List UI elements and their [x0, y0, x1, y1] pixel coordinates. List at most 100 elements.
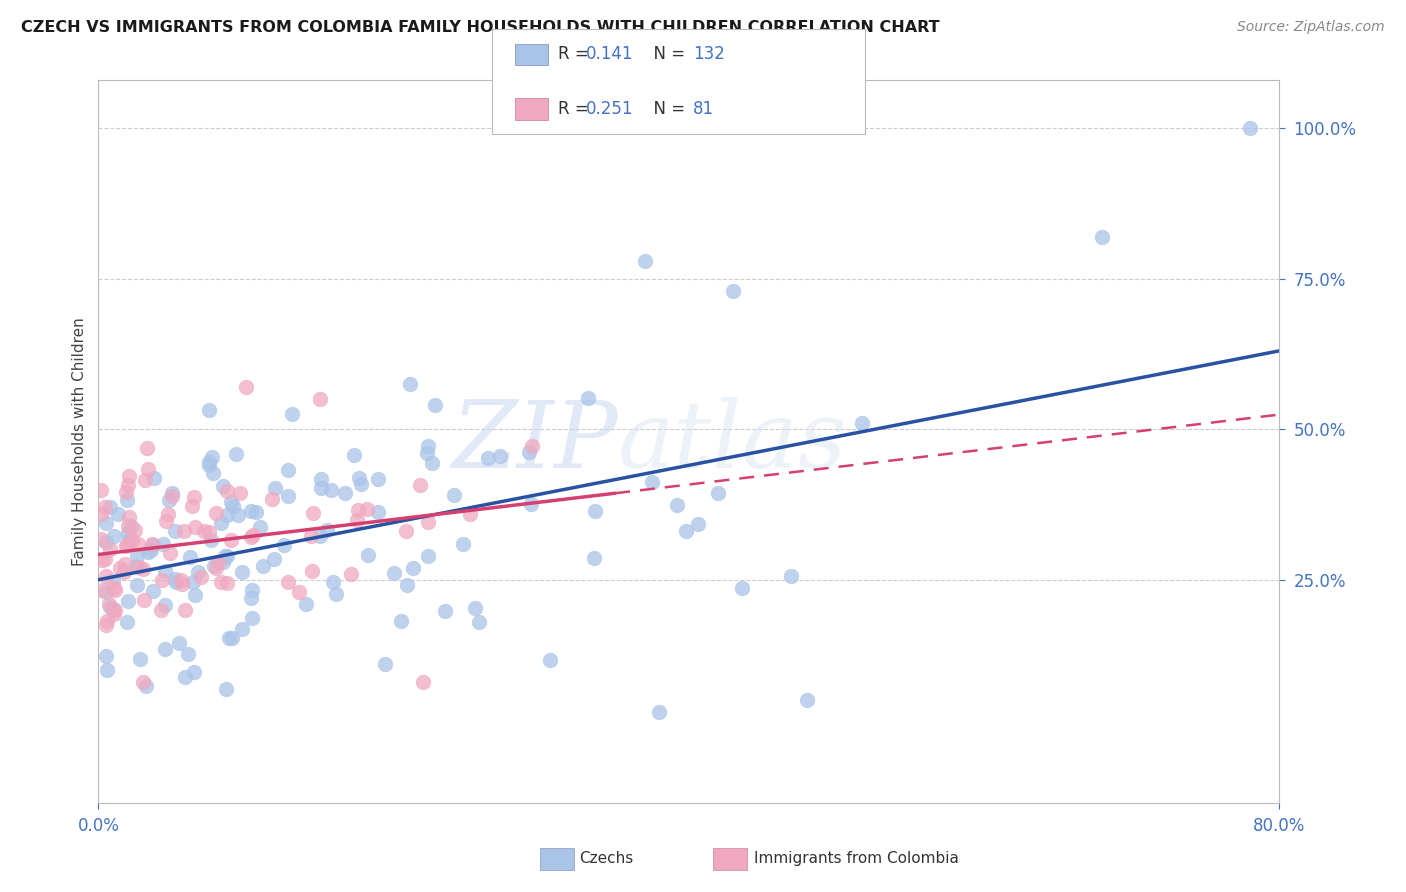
Point	[117, 477, 139, 491]
Point	[165, 574, 187, 589]
Point	[183, 588, 205, 602]
Point	[215, 508, 238, 522]
Point	[94, 535, 117, 549]
Point	[117, 469, 139, 483]
Text: R =: R =	[558, 100, 595, 118]
Point	[169, 636, 191, 650]
Point	[389, 614, 412, 628]
Point	[640, 475, 662, 489]
Point	[90, 507, 112, 521]
Point	[299, 529, 322, 543]
Point	[198, 403, 221, 417]
Point	[117, 493, 139, 508]
Point	[418, 516, 440, 530]
Point	[162, 486, 184, 500]
Point	[136, 462, 159, 476]
Point	[796, 693, 818, 707]
Point	[240, 530, 263, 544]
Point	[183, 665, 205, 680]
Point	[301, 564, 323, 578]
Point	[209, 516, 232, 530]
Point	[155, 514, 177, 528]
Point	[231, 623, 253, 637]
Point	[420, 456, 443, 470]
Text: Czechs: Czechs	[579, 851, 634, 865]
Point	[349, 471, 371, 485]
Point	[219, 495, 242, 509]
Point	[723, 284, 745, 298]
Point	[98, 597, 121, 611]
Point	[209, 575, 232, 590]
Point	[288, 585, 311, 599]
Point	[221, 500, 243, 514]
Point	[520, 497, 543, 511]
Point	[193, 524, 215, 538]
Point	[181, 499, 204, 513]
Point	[367, 472, 389, 486]
Text: 0.141: 0.141	[586, 45, 634, 63]
Point	[433, 603, 456, 617]
Point	[94, 551, 117, 566]
Text: 132: 132	[693, 45, 725, 63]
Point	[665, 498, 688, 512]
Point	[169, 574, 191, 588]
Point	[409, 478, 432, 492]
Point	[356, 502, 378, 516]
Point	[202, 466, 225, 480]
Point	[477, 450, 499, 465]
Point	[115, 615, 138, 630]
Point	[115, 485, 138, 500]
Point	[132, 675, 155, 690]
Point	[141, 583, 163, 598]
Point	[115, 540, 138, 554]
Point	[90, 483, 112, 498]
Point	[200, 533, 222, 548]
Point	[104, 582, 127, 597]
Point	[322, 575, 344, 590]
Point	[252, 558, 274, 573]
Point	[412, 675, 434, 690]
Point	[112, 566, 135, 580]
Point	[117, 594, 139, 608]
Point	[98, 500, 121, 514]
Point	[1239, 121, 1261, 136]
Point	[851, 416, 873, 430]
Point	[128, 560, 150, 574]
Point	[135, 680, 157, 694]
Text: ZIP: ZIP	[451, 397, 619, 486]
Point	[730, 582, 752, 596]
Point	[633, 254, 655, 268]
Point	[152, 537, 174, 551]
Point	[219, 533, 242, 548]
Point	[707, 485, 730, 500]
Point	[576, 391, 599, 405]
Point	[104, 602, 127, 616]
Text: N =: N =	[643, 45, 690, 63]
Text: 0.251: 0.251	[586, 100, 634, 118]
Point	[90, 553, 112, 567]
Point	[218, 631, 240, 645]
Point	[225, 447, 247, 461]
Point	[302, 507, 325, 521]
Point	[157, 507, 180, 521]
Point	[181, 575, 204, 590]
Y-axis label: Family Households with Children: Family Households with Children	[72, 318, 87, 566]
Point	[128, 651, 150, 665]
Point	[91, 582, 114, 597]
Point	[217, 576, 239, 591]
Point	[179, 549, 201, 564]
Point	[174, 670, 197, 684]
Point	[221, 631, 243, 645]
Point	[235, 380, 257, 394]
Point	[184, 520, 207, 534]
Point	[309, 481, 332, 495]
Point	[451, 537, 474, 551]
Point	[139, 543, 162, 558]
Point	[416, 446, 439, 460]
Point	[583, 504, 606, 518]
Point	[120, 519, 142, 533]
Point	[211, 479, 233, 493]
Point	[489, 450, 512, 464]
Point	[277, 574, 299, 589]
Point	[277, 489, 299, 503]
